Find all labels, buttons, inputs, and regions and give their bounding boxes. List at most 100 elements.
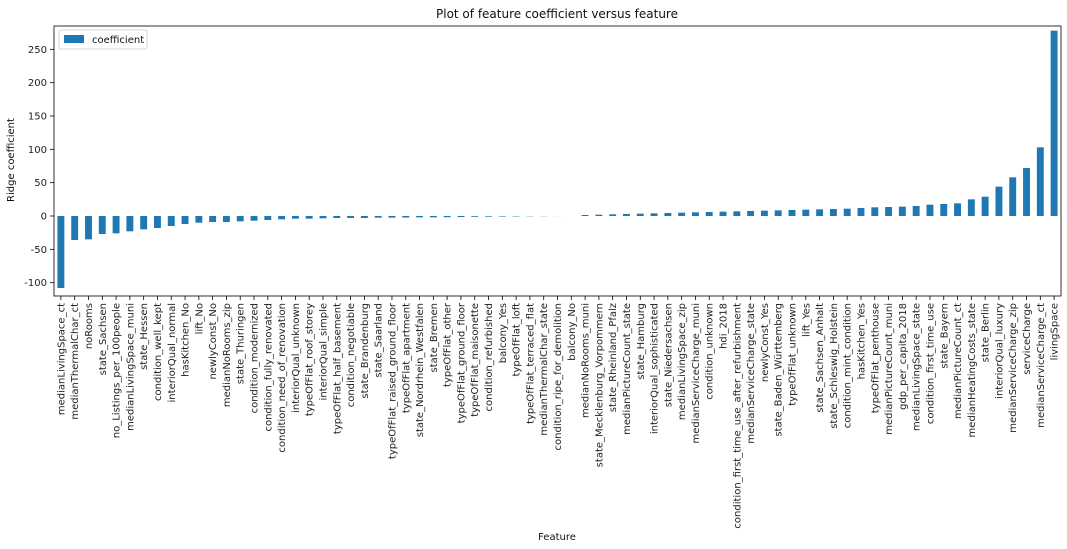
x-tick-label: condition_mint_condition [843,303,854,428]
bar-state_Rheinland_Pfalz [609,214,617,216]
bar-medianPictureCount_state [623,214,630,216]
bars-group [57,30,1058,288]
x-tick-label: typeOfFlat_loft [512,303,523,377]
x-tick-label: medianServiceCharge_state [746,303,757,444]
x-tick-label: state_Sachsen_Anhalt [815,303,826,413]
x-tick-label: serviceCharge [1022,303,1033,375]
bar-condition_well_kept [154,216,161,228]
x-tick-label: medianHeatingCosts_state [967,303,978,437]
bar-state_Hamburg [636,213,644,216]
bar-state_Thuringen [236,216,244,222]
y-tick-label: -100 [24,278,47,289]
bar-medianServiceCharge_muni [692,212,699,216]
x-tick-label: balcony_Yes [498,303,509,363]
plot-frame [53,25,1062,297]
bar-medianLivingSpace_state [912,206,920,216]
y-tick-label: 200 [28,78,47,89]
x-tick-label: condition_need_of_renovation [277,303,288,453]
x-tick-label: interiorQual_luxury [994,303,1005,399]
x-tick-label: state_Brandenburg [360,303,371,399]
x-tick-label: medianThermalChar_ct [70,303,81,420]
bar-state_Mecklenburg_Vorpommern [595,214,603,216]
bar-typeOfFlat_apartment [402,216,410,218]
bar-typeOfFlat_raised_ground_floor [388,216,396,218]
chart-title: Plot of feature coefficient versus featu… [436,7,678,21]
x-tick-label: state_Hessen [139,303,150,370]
x-tick-label: state_Schleswig_Holstein [829,303,840,429]
x-tick-label: newlyConst_No [208,303,219,380]
bar-condition_need_of_renovation [278,216,286,220]
bar-medianLivingSpace_zip [678,212,686,216]
bar-no_Listings_per_100people [112,216,120,234]
x-tick-label: typeOfFlat_terraced_flat [525,303,536,424]
x-tick-label: typeOfFlat_ground_floor [456,302,467,423]
bar-condition_modernized [250,216,258,221]
x-tick-label: interiorQual_simple [318,303,329,400]
y-tick-label: 250 [28,45,47,56]
bar-state_Bremen [429,216,437,218]
bar-state_Brandenburg [360,216,368,218]
x-tick-label: state_Nordrhein_Westfalen [415,303,426,437]
bar-balcony_Yes [498,216,506,217]
y-tick-label: 0 [41,212,47,223]
x-tick-label: condition_unknown [705,303,716,400]
x-tick-label: lift_No [194,303,205,334]
x-tick-label: state_Baden_Württemberg [774,303,785,437]
bar-state_Saarland [374,216,382,218]
x-tick-label: state_Bayern [939,303,950,369]
legend: coefficient [58,29,148,50]
x-tick-label: typeOfFlat_unknown [788,303,799,406]
x-tick-label: typeOfFlat_penthouse [870,303,881,413]
x-tick-label: medianPictureCount_muni [884,303,895,435]
x-tick-label: interiorQual_sophisticated [650,303,661,434]
x-tick-label: interiorQual_normal [167,303,178,402]
bar-condition_first_time_use [926,204,934,216]
bar-medianLivingSpace_ct [57,216,65,288]
x-tick-label: condition_modernized [250,303,261,413]
x-tick-label: hdi_2018 [719,303,730,349]
x-tick-label: typeOfFlat_apartment [401,303,412,413]
x-tick-label: state_Bremen [429,303,440,372]
x-tick-label: condition_ripe_for_demolition [553,303,564,450]
x-tick-label: condition_well_kept [153,303,164,401]
bar-medianHeatingCosts_state [967,199,975,216]
bar-state_Sachsen_Anhalt [816,209,824,216]
x-tick-label: condition_first_time_use [925,303,936,424]
bar-typeOfFlat_ground_floor [457,216,465,218]
x-tick-label: state_Saarland [374,303,385,378]
bar-hdi_2018 [719,211,727,216]
x-tick-label: interiorQual_unknown [291,303,302,413]
bar-interiorQual_simple [319,216,327,219]
bar-interiorQual_sophisticated [650,213,658,216]
x-tick-label: medianLivingSpace_ct [56,303,67,415]
bar-gdp_per_capita_2018 [898,206,906,216]
x-tick-label: medianNoRooms_zip [222,303,233,407]
x-tick-label: noRooms [84,303,95,349]
bar-state_Bayern [940,204,948,216]
bar-medianNoRooms_zip [222,216,230,222]
x-tick-label: medianNoRooms_muni [581,303,592,418]
bar-condition_fully_renovated [264,216,272,220]
x-tick-label: typeOfFlat_raised_ground_floor [387,302,398,459]
bar-medianServiceCharge_zip [1009,177,1017,216]
bar-typeOfFlat_other [443,216,451,218]
x-tick-label: state_Niedersachsen [663,303,674,407]
bar-state_Berlin [981,196,989,216]
bar-condition_mint_condition [843,208,851,216]
y-tick-label: -50 [31,245,47,256]
x-tick-label: medianServiceCharge_muni [691,303,702,444]
bar-medianPictureCount_muni [885,207,893,216]
bar-typeOfFlat_half_basement [333,216,341,218]
x-tick-label: livingSpace [1050,303,1061,360]
x-tick-label: state_Thuringen [236,303,247,384]
x-tick-label: typeOfFlat_roof_storey [305,303,316,416]
x-tick-label: state_Berlin [981,303,992,362]
x-tick-label: condition_refurbished [484,303,495,411]
bar-interiorQual_normal [167,216,175,226]
x-tick-label: state_Sachsen [98,303,109,375]
x-tick-label: condition_fully_renovated [263,303,274,432]
legend-box [58,29,148,50]
bar-hasKitchen_Yes [857,208,865,216]
bar-serviceCharge [1023,168,1030,216]
bar-medianNoRooms_muni [581,215,589,216]
